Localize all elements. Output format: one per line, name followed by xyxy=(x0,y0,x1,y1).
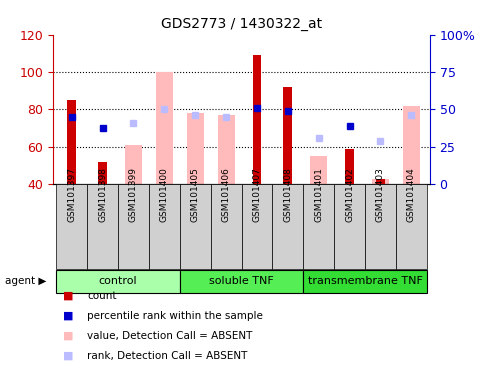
Text: GSM101407: GSM101407 xyxy=(253,167,261,222)
Bar xyxy=(180,184,211,269)
Text: ■: ■ xyxy=(63,291,73,301)
Text: value, Detection Call = ABSENT: value, Detection Call = ABSENT xyxy=(87,331,252,341)
Bar xyxy=(67,100,76,184)
Bar xyxy=(187,113,204,184)
Bar xyxy=(211,184,242,269)
Bar xyxy=(334,184,365,269)
Bar xyxy=(118,184,149,269)
Text: ■: ■ xyxy=(63,351,73,361)
Text: ■: ■ xyxy=(63,311,73,321)
Bar xyxy=(156,72,173,184)
Text: GSM101397: GSM101397 xyxy=(67,167,76,222)
Bar xyxy=(372,179,389,184)
Text: percentile rank within the sample: percentile rank within the sample xyxy=(87,311,263,321)
Bar xyxy=(303,270,427,293)
Bar xyxy=(56,184,87,269)
Text: transmembrane TNF: transmembrane TNF xyxy=(308,276,423,286)
Bar xyxy=(125,145,142,184)
Text: GSM101406: GSM101406 xyxy=(222,167,230,222)
Text: GSM101408: GSM101408 xyxy=(284,167,292,222)
Bar xyxy=(98,162,107,184)
Bar xyxy=(345,149,354,184)
Text: GSM101400: GSM101400 xyxy=(160,167,169,222)
Bar xyxy=(365,184,396,269)
Bar xyxy=(217,115,235,184)
Bar xyxy=(396,184,427,269)
Text: agent ▶: agent ▶ xyxy=(5,276,46,286)
Bar xyxy=(242,184,272,269)
Text: GSM101402: GSM101402 xyxy=(345,167,354,222)
Text: GSM101405: GSM101405 xyxy=(191,167,199,222)
Text: soluble TNF: soluble TNF xyxy=(209,276,274,286)
Bar xyxy=(303,184,334,269)
Text: rank, Detection Call = ABSENT: rank, Detection Call = ABSENT xyxy=(87,351,247,361)
Bar xyxy=(56,270,180,293)
Bar xyxy=(376,179,385,184)
Text: count: count xyxy=(87,291,116,301)
Text: GSM101401: GSM101401 xyxy=(314,167,323,222)
Text: control: control xyxy=(99,276,137,286)
Title: GDS2773 / 1430322_at: GDS2773 / 1430322_at xyxy=(161,17,322,31)
Bar xyxy=(403,106,420,184)
Bar xyxy=(272,184,303,269)
Text: GSM101404: GSM101404 xyxy=(407,167,416,222)
Bar xyxy=(180,270,303,293)
Text: GSM101399: GSM101399 xyxy=(129,167,138,222)
Text: GSM101398: GSM101398 xyxy=(98,167,107,222)
Text: GSM101403: GSM101403 xyxy=(376,167,385,222)
Bar xyxy=(87,184,118,269)
Bar xyxy=(310,156,327,184)
Bar xyxy=(253,55,261,184)
Bar xyxy=(149,184,180,269)
Text: ■: ■ xyxy=(63,331,73,341)
Bar xyxy=(284,87,292,184)
